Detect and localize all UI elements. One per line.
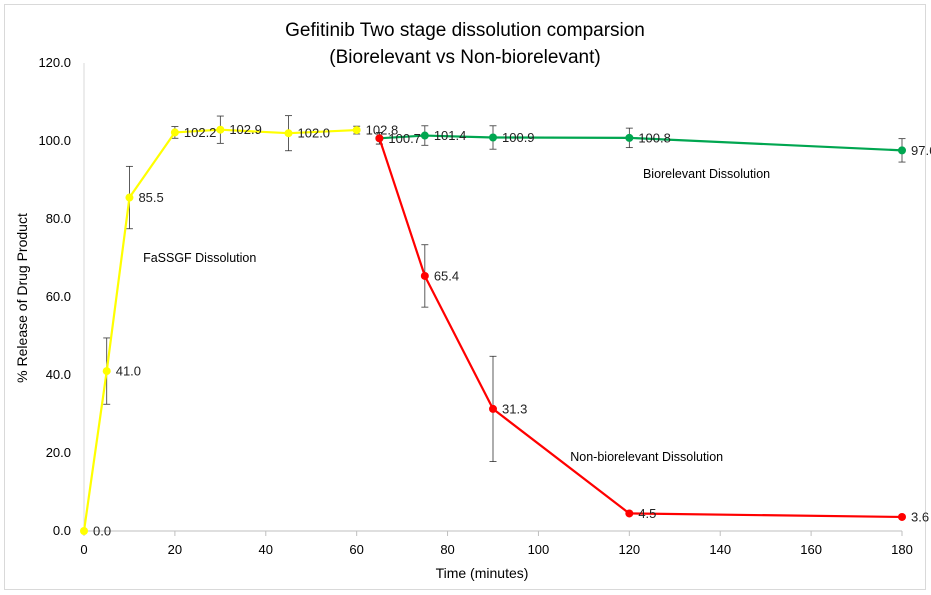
data-label: 102.8	[366, 123, 399, 138]
series-annotation: Non-biorelevant Dissolution	[570, 450, 723, 464]
data-label: 85.5	[138, 190, 163, 205]
x-tick-label: 100	[528, 542, 550, 557]
series-fassgf-dissolution	[80, 115, 361, 535]
x-tick-label: 60	[349, 542, 363, 557]
data-point	[489, 133, 497, 142]
data-label: 101.4	[434, 128, 467, 143]
axes: 0.0 20.0 40.0 60.0 80.0 100.0 120.0 0 20 40 60 80 10…	[38, 55, 912, 557]
x-tick-label: 20	[168, 542, 182, 557]
data-point	[102, 367, 111, 376]
x-tick-label: 160	[800, 542, 822, 557]
series-non-biorelevant-dissolution	[375, 132, 906, 521]
data-label: 102.2	[184, 125, 217, 140]
series-annotations: FaSSGF Dissolution Biorelevant Dissolutio…	[143, 167, 770, 464]
x-tick-label: 80	[440, 542, 454, 557]
data-point	[420, 271, 429, 280]
series-layer	[80, 115, 906, 535]
data-point	[125, 193, 134, 202]
chart-frame	[4, 4, 926, 590]
data-label: 102.9	[229, 122, 262, 137]
chart-subtitle: (Biorelevant vs Non-biorelevant)	[329, 47, 600, 68]
x-tick-label: 40	[259, 542, 273, 557]
data-label: 97.6	[911, 143, 931, 158]
data-point	[352, 126, 361, 135]
data-point	[284, 129, 293, 138]
y-tick-label: 80.0	[46, 211, 71, 226]
y-axis-title: % Release of Drug Product	[14, 213, 30, 383]
x-axis-title: Time (minutes)	[436, 565, 529, 581]
data-point	[898, 512, 906, 521]
y-tick-label: 60.0	[46, 289, 71, 304]
x-tick-label: 0	[80, 542, 87, 557]
data-point	[420, 131, 429, 140]
chart-title: Gefitinib Two stage dissolution comparsi…	[285, 20, 645, 41]
data-label: 0.0	[93, 524, 111, 539]
data-point	[625, 509, 634, 518]
data-label: 100.7	[388, 131, 421, 146]
y-tick-label: 40.0	[46, 367, 71, 382]
y-tick-label: 20.0	[46, 445, 71, 460]
data-point	[170, 128, 179, 137]
data-label: 100.9	[502, 130, 535, 145]
y-tick-label: 0.0	[53, 523, 71, 538]
x-tick-label: 120	[618, 542, 640, 557]
series-annotation: Biorelevant Dissolution	[643, 167, 770, 181]
data-label: 31.3	[502, 401, 527, 416]
data-point	[489, 404, 497, 413]
series-annotation: FaSSGF Dissolution	[143, 251, 256, 265]
data-label: 41.0	[116, 364, 141, 379]
data-label: 65.4	[434, 268, 459, 283]
data-label: 100.8	[638, 130, 671, 145]
data-point	[375, 134, 384, 143]
x-tick-label: 140	[709, 542, 731, 557]
data-point	[80, 527, 88, 535]
data-point	[898, 146, 906, 155]
data-point	[216, 125, 225, 134]
data-label: 3.6	[911, 509, 929, 524]
y-tick-label: 120.0	[38, 55, 71, 70]
y-tick-label: 100.0	[38, 133, 71, 148]
data-point	[625, 133, 634, 142]
data-label: 4.5	[638, 506, 656, 521]
x-tick-label: 180	[891, 542, 913, 557]
series-line	[82, 128, 357, 532]
data-label: 102.0	[298, 126, 331, 141]
